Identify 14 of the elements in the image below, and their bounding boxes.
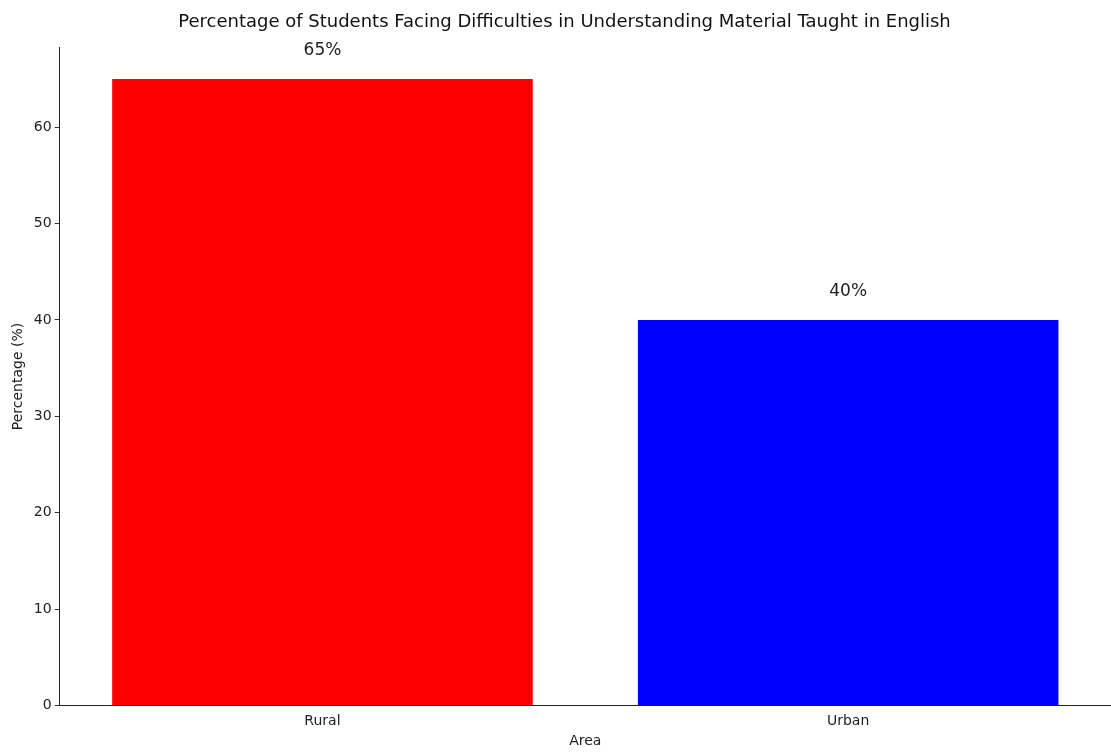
- x-axis-title: Area: [569, 732, 602, 749]
- data-label: 40%: [829, 279, 868, 300]
- y-tick-label: 40: [33, 310, 52, 327]
- y-tick-label: 30: [33, 406, 52, 423]
- y-tick-label: 10: [33, 599, 52, 616]
- y-tick-label: 60: [33, 117, 52, 134]
- y-tick-label: 0: [42, 696, 52, 713]
- chart-title: Percentage of Students Facing Difficulties in Understanding Material Taught in English: [178, 10, 951, 32]
- data-label: 65%: [303, 38, 342, 59]
- y-tick-label: 20: [33, 503, 52, 520]
- x-tick-label: Rural: [304, 712, 341, 729]
- y-axis-title: Percentage (%): [9, 322, 26, 431]
- y-tick-label: 50: [33, 214, 52, 231]
- x-tick-label: Urban: [826, 712, 870, 729]
